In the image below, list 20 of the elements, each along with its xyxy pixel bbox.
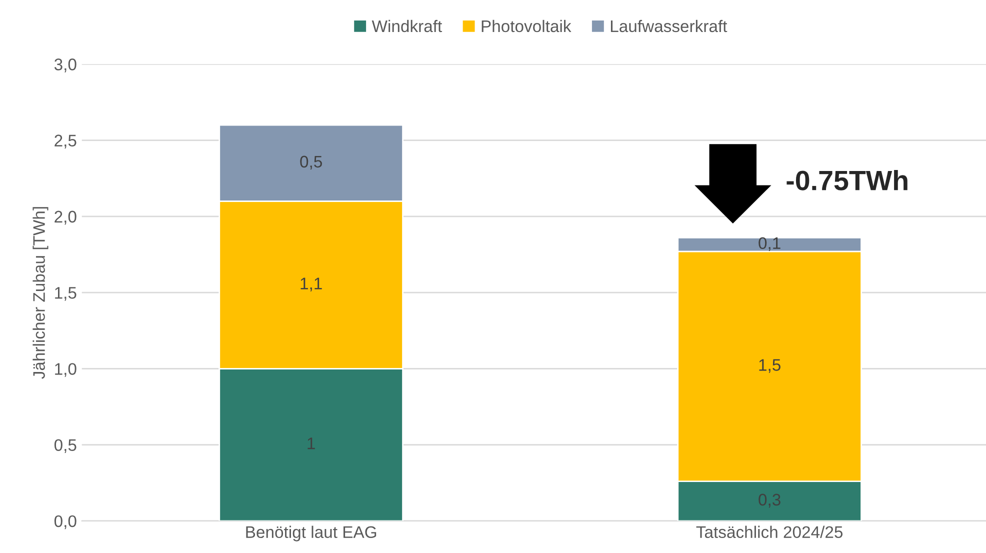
data-label: 1,1	[300, 278, 322, 292]
y-tick-label: 3,0	[54, 58, 76, 72]
data-label: 0,1	[758, 237, 780, 252]
y-tick-label: 2,0	[54, 210, 76, 225]
legend-label: Laufwasserkraft	[610, 20, 728, 32]
y-axis-title: Jährlicher Zubau [TWh]	[32, 207, 48, 379]
y-tick-label: 1,5	[55, 287, 76, 301]
data-label: 1,5	[759, 359, 780, 373]
y-tick-label: 2,5	[54, 134, 76, 148]
legend-label: Windkraft	[372, 20, 442, 32]
x-tick-label: Benötigt laut EAG	[246, 526, 376, 542]
y-tick-label: 1,0	[55, 363, 76, 377]
x-tick-label: Tatsächlich 2024/25	[696, 526, 843, 538]
data-label: 0,3	[758, 494, 780, 508]
y-tick-label: 0,0	[54, 515, 76, 530]
annotation: -0.75TWh	[786, 170, 908, 190]
data-label: 0,5	[300, 156, 322, 170]
legend-label: Photovoltaik	[482, 20, 572, 32]
y-tick-label: 0,5	[54, 439, 76, 453]
data-label: 1	[308, 438, 315, 450]
